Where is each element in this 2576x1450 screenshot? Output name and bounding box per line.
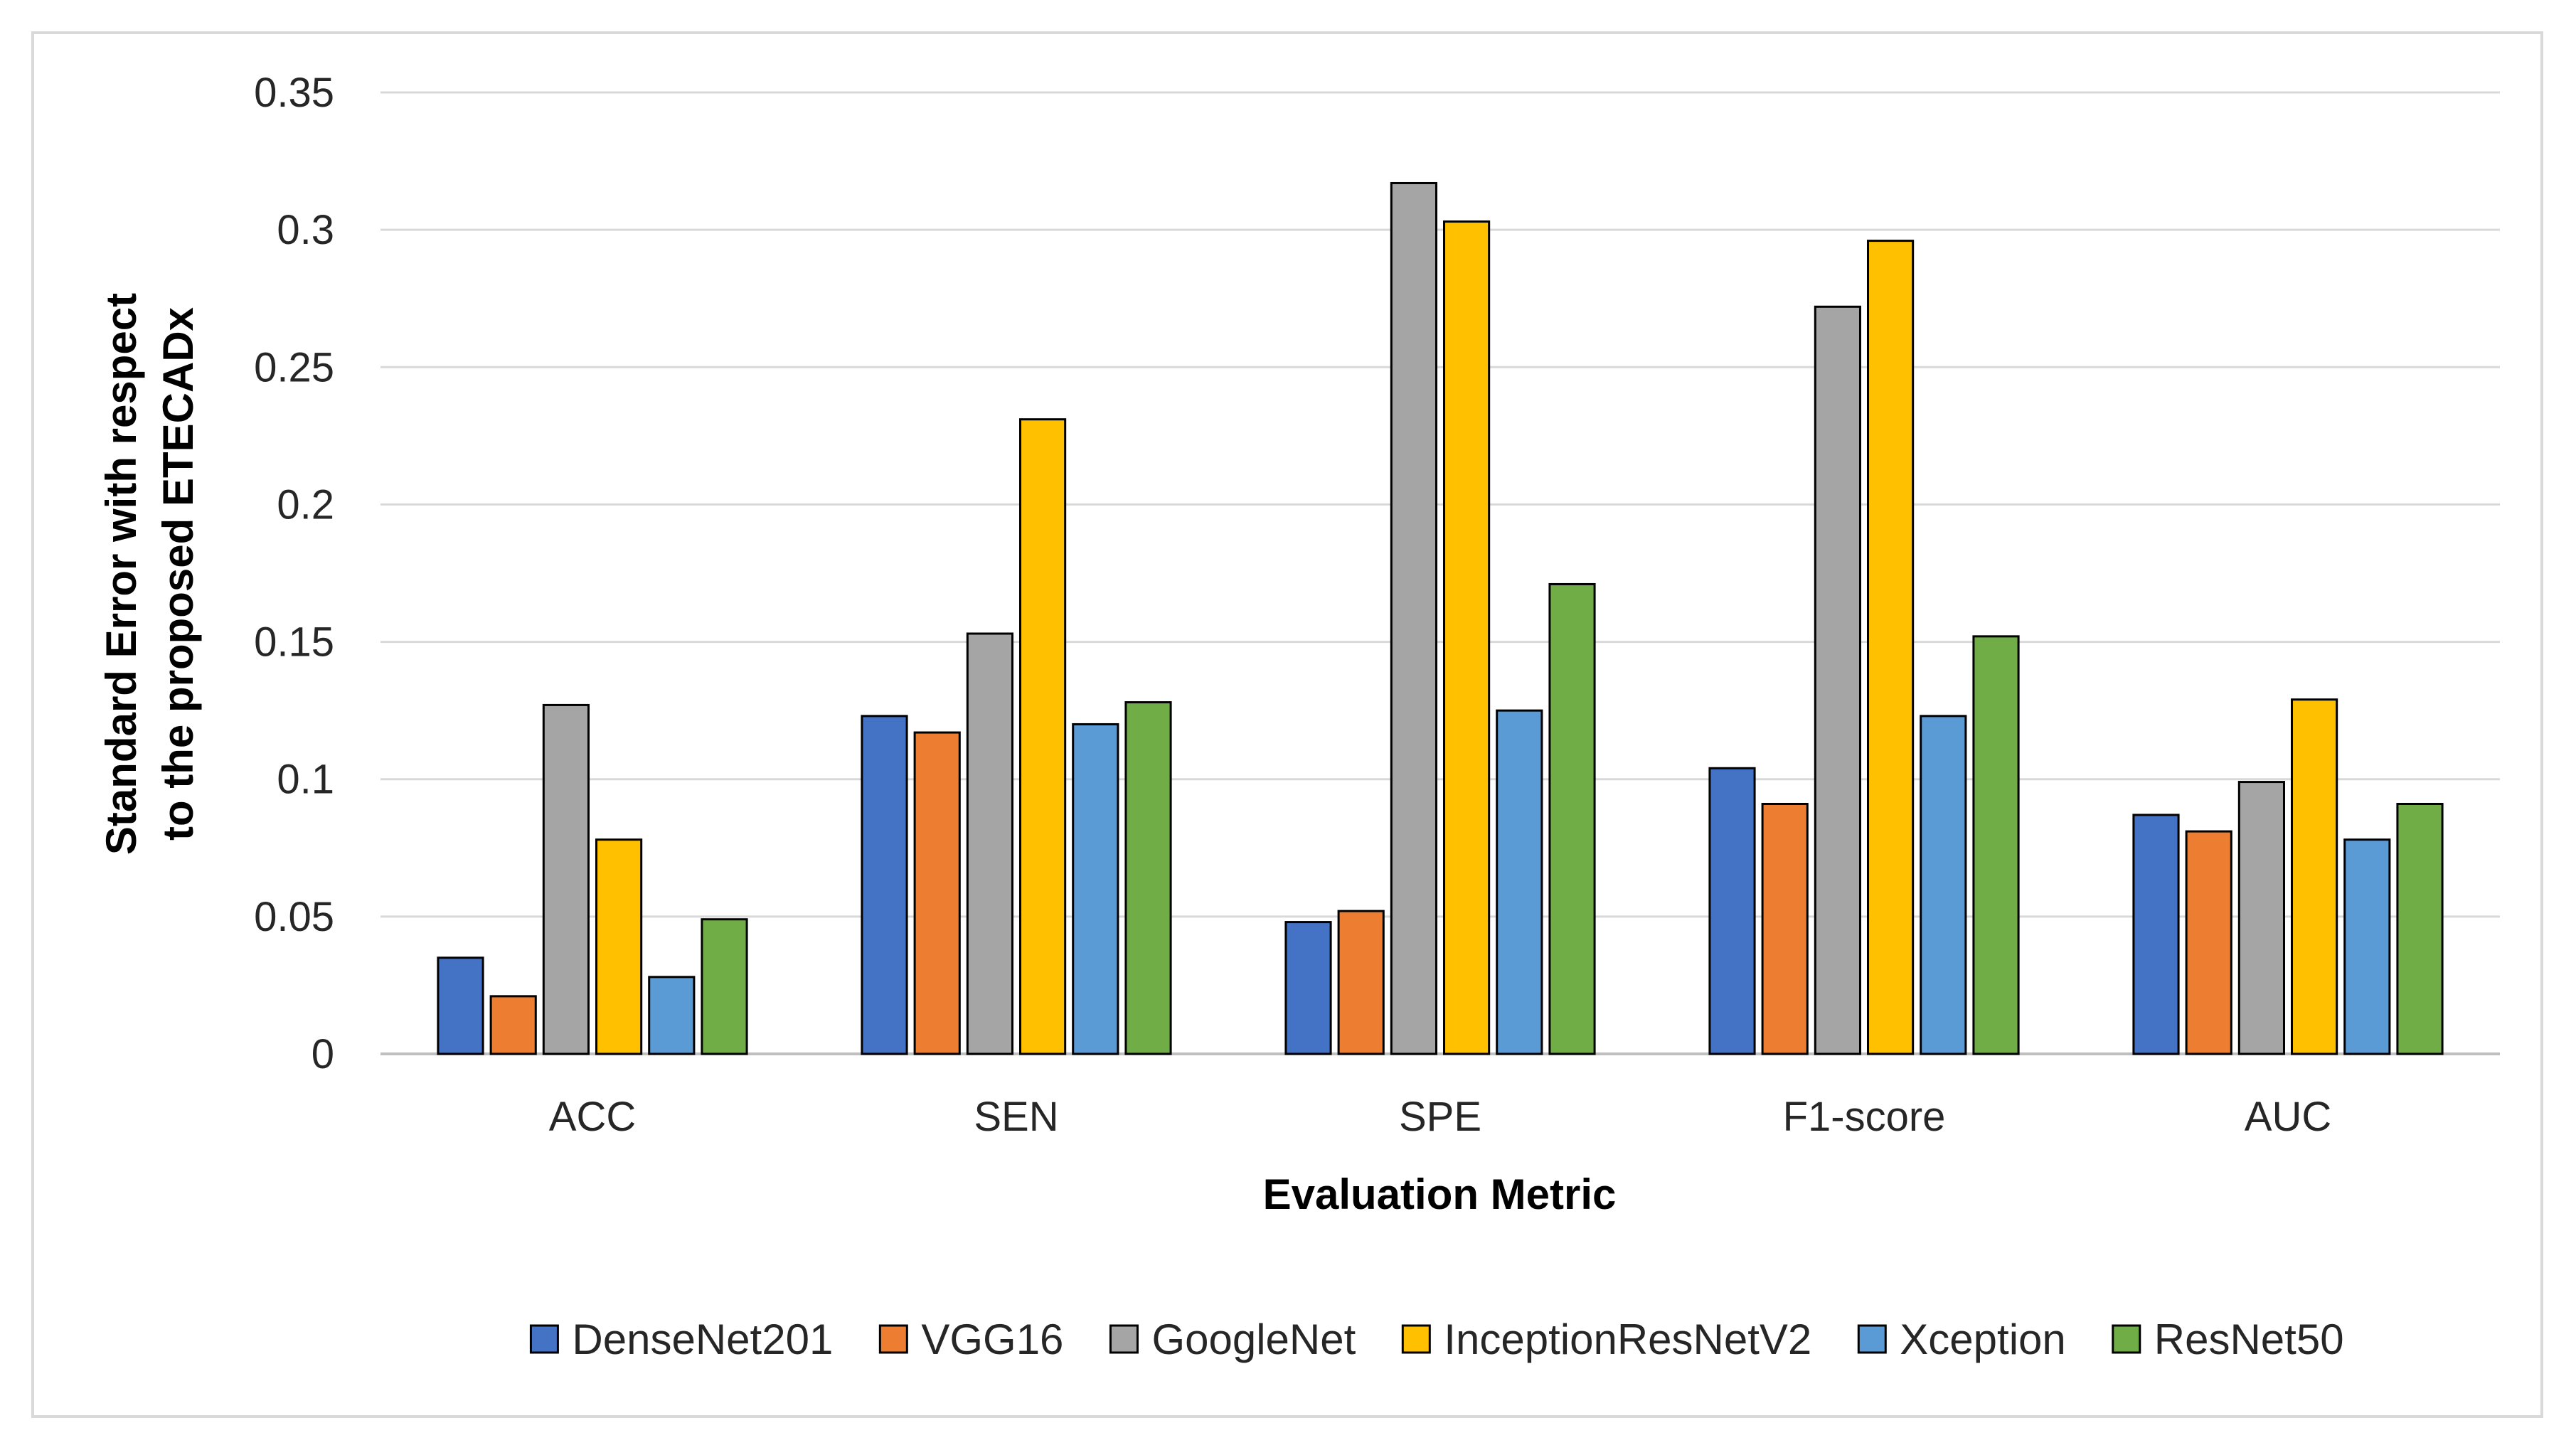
chart-frame [31, 31, 2543, 1418]
y-axis-title-line-2: to the proposed ETECADx [154, 307, 202, 841]
x-tick-label: SEN [974, 1094, 1058, 1140]
x-axis-ticks: ACC SEN SPE F1-score AUC [549, 1094, 2331, 1140]
legend-item: InceptionResNetV2 [1401, 1316, 1811, 1363]
bar-xception-auc [2343, 838, 2391, 1055]
bar-vgg16-spe [1337, 910, 1385, 1055]
bar-vgg16-acc [489, 995, 537, 1055]
legend-label: InceptionResNetV2 [1444, 1316, 1811, 1363]
y-tick-label: 0.25 [254, 344, 334, 390]
bar-resnet50-auc [2396, 802, 2444, 1055]
bars [437, 181, 2444, 1055]
bar-densenet201-f1-score [1708, 767, 1756, 1055]
legend-swatch [2112, 1324, 2141, 1354]
bar-vgg16-sen [913, 731, 961, 1055]
y-axis-title: Standard Error with respect to the propo… [97, 293, 202, 855]
y-tick-label: 0.1 [277, 757, 334, 803]
bar-inceptionresnetv2-auc [2291, 698, 2338, 1055]
bar-xception-sen [1072, 723, 1119, 1055]
bar-inceptionresnetv2-acc [595, 838, 643, 1055]
bar-vgg16-f1-score [1761, 802, 1809, 1055]
legend-swatch [1401, 1324, 1431, 1354]
bar-densenet201-spe [1284, 921, 1332, 1055]
legend-item: DenseNet201 [529, 1316, 833, 1363]
bar-googlenet-sen [966, 632, 1013, 1055]
legend: DenseNet201 VGG16 GoogleNet InceptionResNet… [529, 1316, 2344, 1363]
y-tick-label: 0.05 [254, 894, 334, 940]
bar-googlenet-f1-score [1814, 305, 1861, 1055]
y-tick-label: 0.15 [254, 619, 334, 666]
y-tick-label: 0.3 [277, 207, 334, 253]
legend-label: GoogleNet [1151, 1316, 1356, 1363]
legend-item: VGG16 [878, 1316, 1063, 1363]
legend-label: VGG16 [921, 1316, 1063, 1363]
x-tick-label: F1-score [1783, 1094, 1946, 1140]
bar-inceptionresnetv2-sen [1019, 418, 1067, 1055]
bar-densenet201-sen [861, 715, 908, 1055]
legend-item: GoogleNet [1109, 1316, 1356, 1363]
bar-resnet50-sen [1124, 701, 1172, 1055]
legend-swatch [529, 1324, 559, 1354]
bar-xception-acc [648, 976, 696, 1055]
bar-googlenet-spe [1390, 181, 1437, 1055]
legend-label: DenseNet201 [572, 1316, 833, 1363]
legend-swatch [878, 1324, 908, 1354]
y-axis-ticks: 0 0.05 0.1 0.15 0.2 0.25 0.3 0.35 [254, 70, 334, 1077]
legend-item: Xception [1857, 1316, 2066, 1363]
bar-densenet201-acc [437, 956, 484, 1055]
legend-label: ResNet50 [2154, 1316, 2344, 1363]
y-tick-label: 0 [312, 1031, 334, 1077]
legend-label: Xception [1900, 1316, 2066, 1363]
bar-vgg16-auc [2185, 830, 2232, 1055]
legend-item: ResNet50 [2112, 1316, 2344, 1363]
bar-xception-spe [1496, 709, 1543, 1055]
bar-resnet50-f1-score [1972, 635, 2020, 1055]
x-axis-title: Evaluation Metric [1263, 1171, 1617, 1218]
bar-densenet201-auc [2132, 814, 2180, 1055]
bar-resnet50-spe [1548, 582, 1596, 1055]
legend-swatch [1109, 1324, 1139, 1354]
bar-inceptionresnetv2-f1-score [1867, 240, 1915, 1055]
bar-googlenet-acc [542, 703, 590, 1055]
x-tick-label: ACC [549, 1094, 636, 1140]
y-axis-title-line-1: Standard Error with respect [97, 293, 145, 855]
x-tick-label: AUC [2245, 1094, 2331, 1140]
x-tick-label: SPE [1399, 1094, 1481, 1140]
y-tick-label: 0.35 [254, 70, 334, 116]
legend-swatch [1857, 1324, 1887, 1354]
gridlines [380, 91, 2500, 1055]
bar-inceptionresnetv2-spe [1443, 220, 1491, 1055]
bar-resnet50-acc [701, 918, 748, 1055]
y-tick-label: 0.2 [277, 481, 334, 528]
bar-xception-f1-score [1920, 715, 1967, 1055]
bar-googlenet-auc [2237, 781, 2285, 1055]
